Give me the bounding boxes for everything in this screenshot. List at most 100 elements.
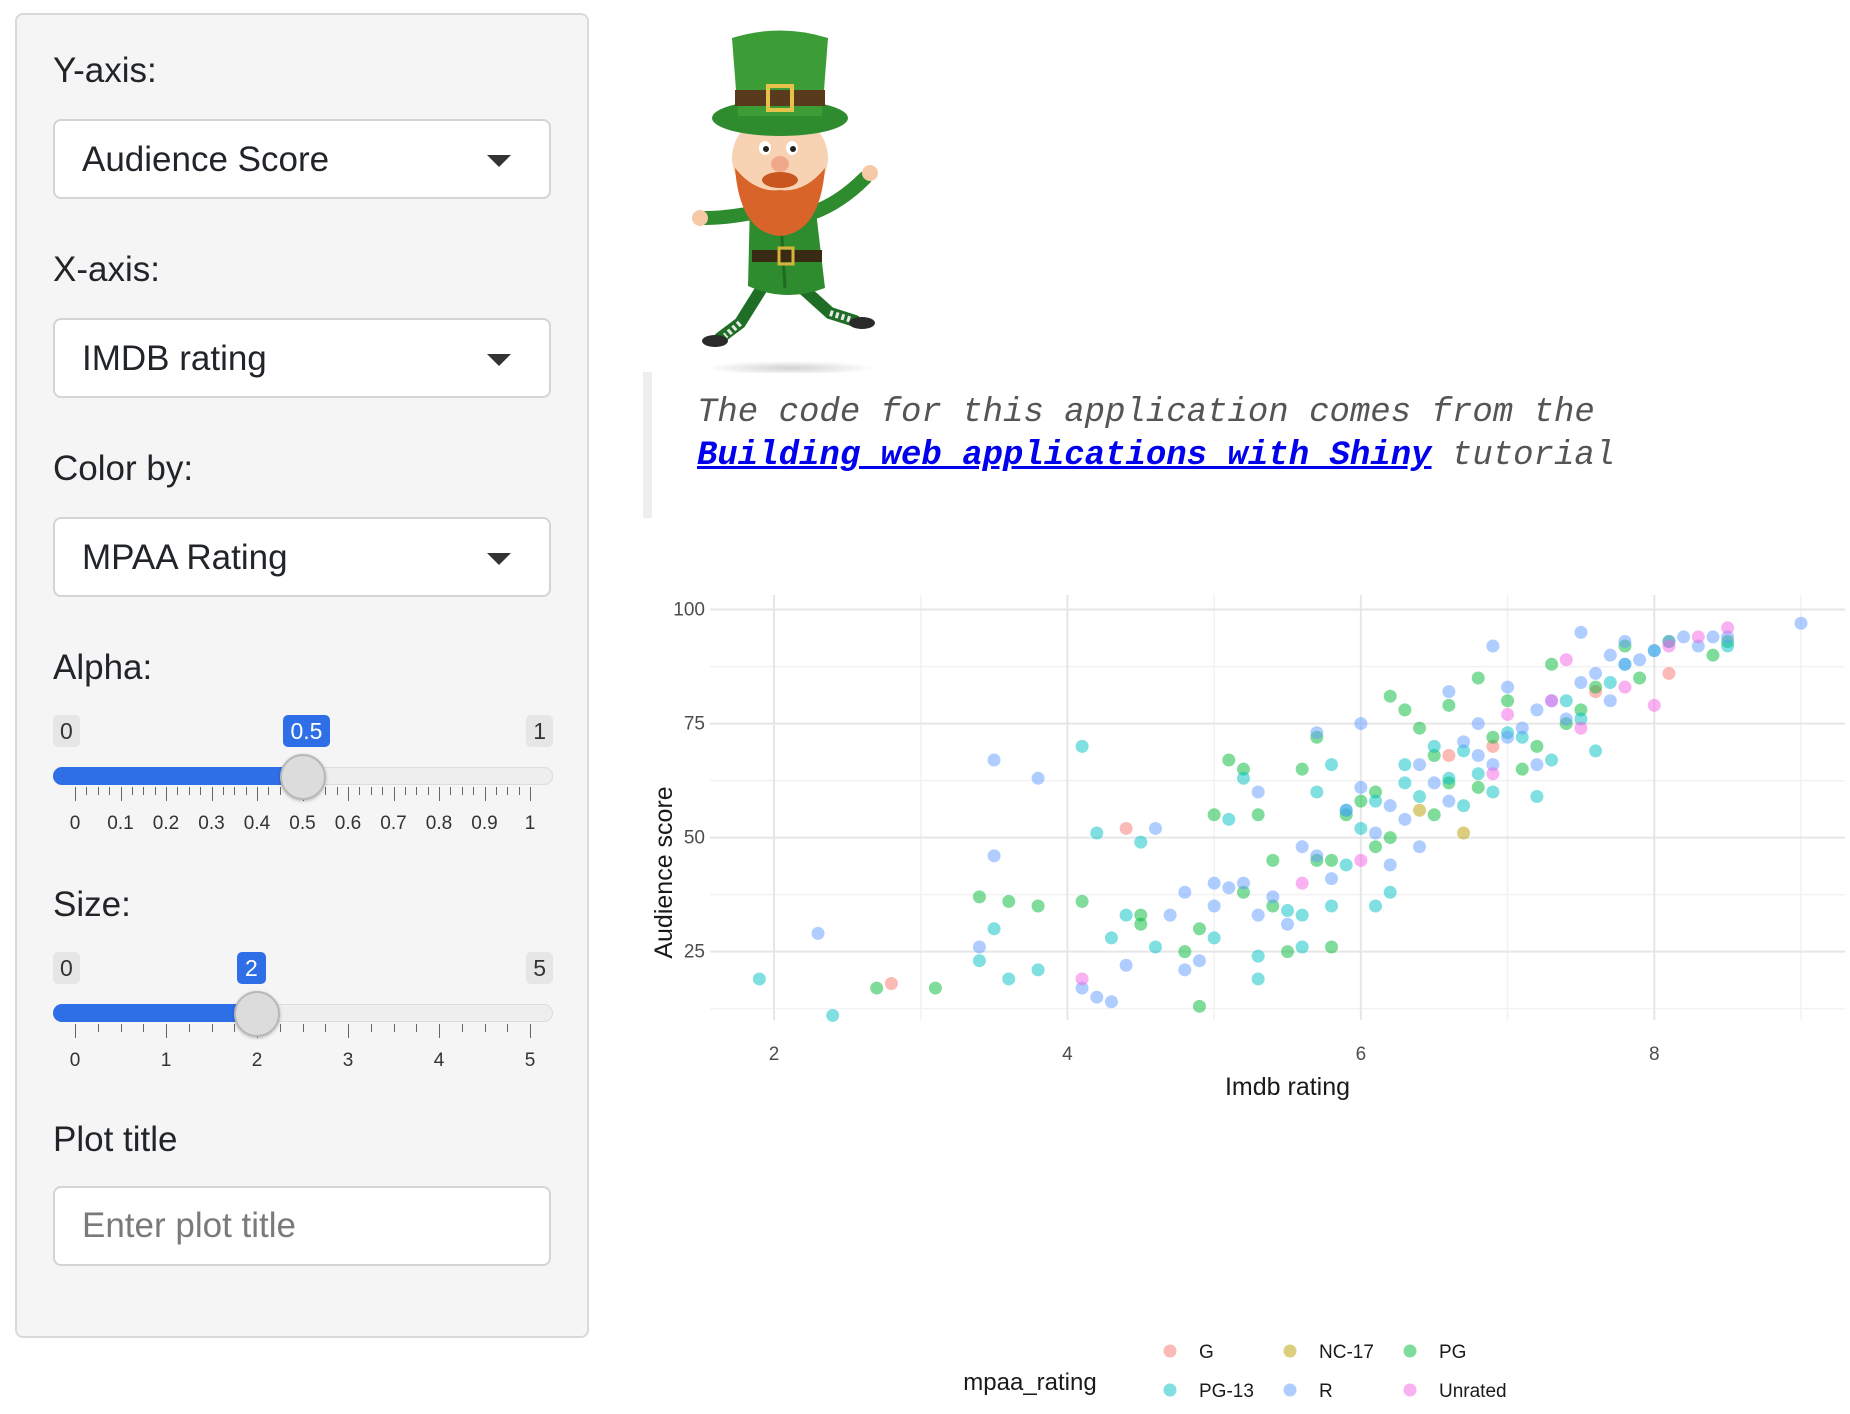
data-point [1339,803,1353,817]
x-axis-label: X-axis: [53,250,160,289]
data-point [972,954,986,968]
data-point [1559,694,1573,708]
caret-down-icon [487,354,511,366]
data-point [972,940,986,954]
data-point [987,849,1001,863]
slider-tick [439,1024,440,1038]
slider-tick [86,787,88,795]
slider-tick [530,787,531,801]
slider-tick-label: 0.6 [334,813,362,834]
size-slider[interactable]: 0 5 2 0 1 2 3 4 5 [53,952,553,1082]
color-by-select[interactable]: MPAA Rating [53,517,551,597]
data-point [1413,758,1427,772]
slider-tick [416,1024,418,1032]
data-point [1119,908,1133,922]
data-point [1471,717,1485,731]
data-point [1530,703,1544,717]
blockquote-bar [643,372,652,518]
slider-tick [427,787,429,795]
slider-tick [370,787,372,795]
tutorial-link[interactable]: Building web applications with Shiny [697,437,1432,475]
data-point [1706,648,1720,662]
slider-tick [439,787,440,801]
legend-key [1163,1383,1177,1397]
data-point [1383,831,1397,845]
data-point [1369,794,1383,808]
alpha-slider[interactable]: 0 1 0.5 0 0.1 0.2 0.3 0.4 0.5 0.6 0.7 0.8 0.9 1 [53,715,553,845]
data-point [1119,958,1133,972]
data-point [1398,758,1412,772]
data-point [1545,694,1559,708]
data-point [1559,653,1573,667]
legend-key [1403,1383,1417,1397]
y-axis-label: Y-axis: [53,51,157,90]
data-point [1398,703,1412,717]
slider-tick [336,787,338,795]
data-point [870,981,884,995]
data-point [1251,785,1265,799]
data-point [1310,849,1324,863]
data-point [1178,885,1192,899]
quote-suffix: tutorial [1431,437,1616,475]
data-point [1383,858,1397,872]
data-point [1618,634,1632,648]
slider-tick [234,787,236,795]
slider-tick-label: 0.3 [198,813,225,834]
slider-tick [143,787,145,795]
data-point [1574,721,1588,735]
data-point [1633,671,1647,685]
slider-tick [245,787,247,795]
slider-tick [166,1024,167,1038]
slider-tick [348,1024,349,1038]
data-point [1295,876,1309,890]
data-point [1031,899,1045,913]
x-axis-select[interactable]: IMDB rating [53,318,551,398]
data-point [987,753,1001,767]
data-point [1413,790,1427,804]
data-point [1691,639,1705,653]
slider-tick [279,787,281,795]
slider-tick-label: 5 [524,1050,536,1071]
data-point [1427,748,1441,762]
data-point [1427,808,1441,822]
slider-tick [370,1024,372,1032]
data-point [1471,748,1485,762]
legend-key [1283,1344,1297,1358]
y-axis-select[interactable]: Audience Score [53,119,551,199]
data-point [1163,908,1177,922]
slider-tick-label: 3 [342,1050,354,1071]
data-point [1574,676,1588,690]
data-point [1545,657,1559,671]
data-point [1486,785,1500,799]
data-point [1471,671,1485,685]
data-point [1192,999,1206,1013]
data-point [1442,748,1456,762]
data-point [1618,680,1632,694]
slider-tick [131,787,133,795]
size-label: Size: [53,885,131,924]
size-slider-handle[interactable] [234,991,280,1037]
data-point [826,1008,840,1022]
data-point [1134,835,1148,849]
data-point [1295,908,1309,922]
plot-title-input[interactable] [53,1186,551,1266]
data-point [1192,922,1206,936]
slider-tick-label: 0.7 [380,813,407,834]
slider-tick [177,787,179,795]
caret-down-icon [487,553,511,565]
data-point [1325,899,1339,913]
data-point [1398,776,1412,790]
y-tick-label: 100 [673,600,705,621]
data-point [752,972,766,986]
blockquote: The code for this application comes from… [697,392,1837,478]
data-point [1427,739,1441,753]
data-point [1075,739,1089,753]
data-point [1266,853,1280,867]
alpha-slider-handle[interactable] [279,754,326,800]
data-point [1090,826,1104,840]
data-point [1295,940,1309,954]
data-point [1427,776,1441,790]
data-point [1383,689,1397,703]
slider-tick [268,787,270,795]
slider-tick [530,1024,531,1038]
